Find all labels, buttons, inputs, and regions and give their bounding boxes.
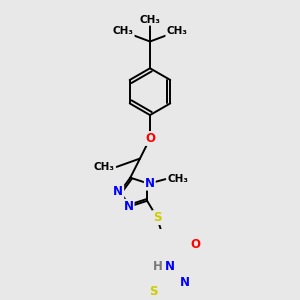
Text: N: N <box>165 260 175 272</box>
Text: O: O <box>145 132 155 145</box>
Text: S: S <box>153 211 161 224</box>
Text: H: H <box>153 260 163 272</box>
Text: N: N <box>180 276 190 290</box>
Text: N: N <box>113 185 123 199</box>
Text: O: O <box>190 238 200 251</box>
Text: CH₃: CH₃ <box>140 15 160 25</box>
Text: CH₃: CH₃ <box>94 162 115 172</box>
Text: CH₃: CH₃ <box>166 26 187 37</box>
Text: CH₃: CH₃ <box>167 174 188 184</box>
Text: N: N <box>145 177 155 190</box>
Text: S: S <box>150 285 158 298</box>
Text: N: N <box>124 200 134 213</box>
Text: CH₃: CH₃ <box>113 26 134 37</box>
